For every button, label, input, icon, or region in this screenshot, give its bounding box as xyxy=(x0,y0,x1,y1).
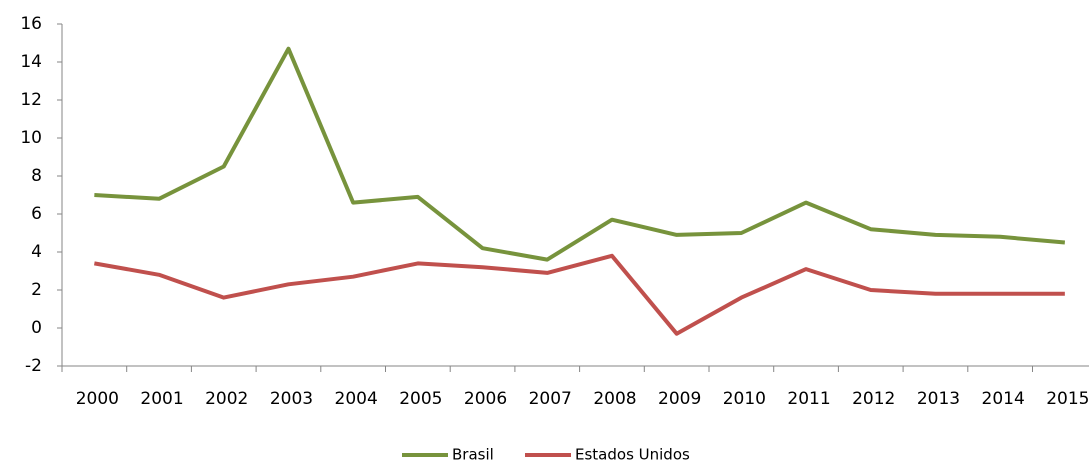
y-tick-label: 12 xyxy=(20,90,42,110)
series-line xyxy=(94,253,1065,336)
x-tick-label: 2011 xyxy=(787,389,830,409)
x-tick-label: 2005 xyxy=(399,389,442,409)
x-tick-label: 2009 xyxy=(658,389,701,409)
legend-label: Estados Unidos xyxy=(575,446,690,464)
y-tick-label: 10 xyxy=(20,128,42,148)
x-tick-label: 2012 xyxy=(852,389,895,409)
series-line xyxy=(94,46,1066,262)
x-tick-label: 2015 xyxy=(1046,389,1089,409)
x-tick-label: 2008 xyxy=(593,389,636,409)
x-tick-label: 2003 xyxy=(270,389,313,409)
y-tick-label: 14 xyxy=(20,52,42,72)
legend-label: Brasil xyxy=(452,446,494,464)
y-tick-label: -2 xyxy=(25,356,42,376)
y-tick-label: 4 xyxy=(31,242,42,262)
y-tick-label: 2 xyxy=(31,280,42,300)
x-tick-label: 2014 xyxy=(982,389,1025,409)
x-tick-label: 2000 xyxy=(76,389,119,409)
y-tick-label: 6 xyxy=(31,204,42,224)
x-tick-label: 2006 xyxy=(464,389,507,409)
x-tick-label: 2010 xyxy=(723,389,766,409)
y-tick-label: 0 xyxy=(31,318,42,338)
x-tick-label: 2001 xyxy=(140,389,183,409)
x-tick-label: 2013 xyxy=(917,389,960,409)
y-tick-label: 16 xyxy=(20,14,42,34)
x-tick-label: 2002 xyxy=(205,389,248,409)
x-tick-label: 2004 xyxy=(335,389,378,409)
x-tick-label: 2007 xyxy=(529,389,572,409)
y-tick-label: 8 xyxy=(31,166,42,186)
